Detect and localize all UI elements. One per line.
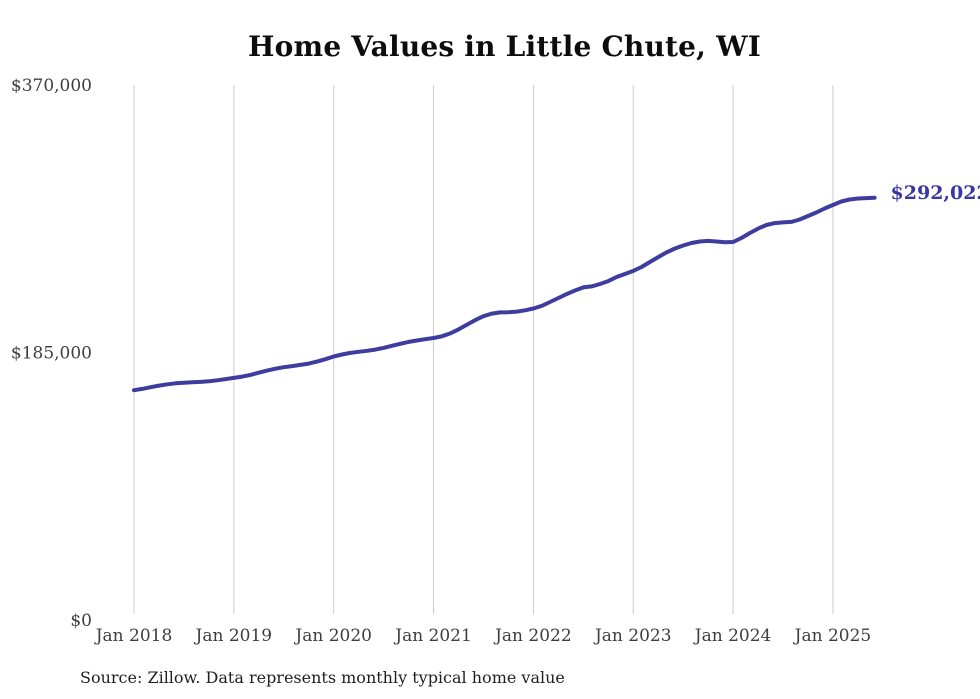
x-tick-label: Jan 2022 <box>493 626 572 646</box>
x-tick-label: Jan 2025 <box>793 626 872 646</box>
x-tick-label: Jan 2024 <box>693 626 772 646</box>
series-end-value-label: $292,022 <box>891 182 980 204</box>
chart-title: Home Values in Little Chute, WI <box>247 30 762 63</box>
x-tick-label: Jan 2020 <box>293 626 372 646</box>
source-note: Source: Zillow. Data represents monthly … <box>80 668 565 687</box>
y-tick-label: $370,000 <box>11 76 92 96</box>
x-tick-label: Jan 2019 <box>194 626 273 646</box>
x-tick-label: Jan 2021 <box>393 626 472 646</box>
x-tick-label: Jan 2018 <box>94 626 173 646</box>
y-tick-label: $185,000 <box>11 344 92 364</box>
x-tick-label: Jan 2023 <box>593 626 672 646</box>
home-value-line-series <box>132 195 877 393</box>
y-tick-label: $0 <box>70 611 92 631</box>
